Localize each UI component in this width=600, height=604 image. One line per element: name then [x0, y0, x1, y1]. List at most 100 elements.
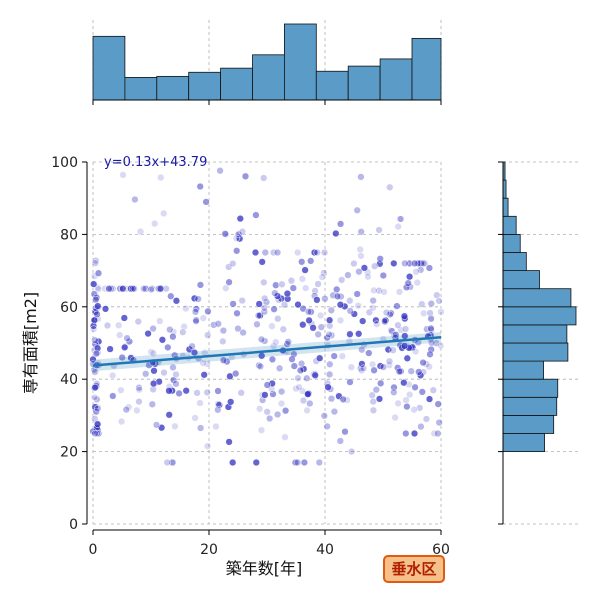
- scatter-point: [175, 389, 183, 398]
- scatter-point: [289, 284, 297, 292]
- scatter-point: [268, 355, 277, 364]
- scatter-point: [406, 390, 414, 399]
- scatter-point: [270, 305, 278, 313]
- scatter-point: [179, 328, 187, 336]
- scatter-point: [386, 183, 394, 191]
- scatter-point: [160, 368, 168, 377]
- scatter-point: [262, 298, 271, 306]
- scatter-point: [373, 320, 381, 328]
- scatter-point: [338, 276, 346, 284]
- scatter-point: [321, 295, 329, 303]
- scatter-point: [199, 314, 207, 322]
- scatter-point: [314, 330, 322, 339]
- scatter-point: [411, 383, 419, 391]
- scatter-point: [386, 310, 394, 319]
- scatter-point: [234, 230, 243, 239]
- y-histogram-bar: [502, 324, 568, 344]
- scatter-point: [400, 342, 409, 350]
- scatter-point: [269, 248, 278, 257]
- scatter-point: [115, 321, 123, 329]
- scatter-point: [401, 259, 409, 268]
- scatter-point: [302, 284, 310, 292]
- scatter-point: [202, 198, 210, 206]
- scatter-point: [214, 320, 222, 328]
- scatter-point: [171, 422, 179, 430]
- scatter-point: [370, 286, 378, 295]
- scatter-point: [295, 383, 303, 391]
- scatter-point: [359, 317, 367, 325]
- scatter-point: [336, 301, 345, 309]
- scatter-point: [135, 386, 143, 394]
- scatter-point: [387, 309, 395, 317]
- scatter-point: [139, 285, 148, 293]
- scatter-point: [130, 285, 138, 293]
- scatter-point: [91, 429, 99, 438]
- scatter-point: [360, 264, 369, 272]
- scatter-point: [347, 447, 356, 456]
- scatter-point: [332, 229, 340, 238]
- scatter-point: [233, 247, 241, 255]
- scatter-point: [261, 248, 269, 257]
- scatter-point: [381, 316, 390, 325]
- scatter-point: [346, 307, 354, 315]
- scatter-point: [339, 395, 347, 404]
- scatter-point: [157, 173, 165, 182]
- scatter-point: [257, 426, 266, 434]
- scatter-point: [326, 360, 334, 368]
- scatter-point: [172, 370, 180, 379]
- scatter-point: [101, 305, 110, 313]
- scatter-point: [316, 311, 325, 320]
- x-histogram-bar: [252, 54, 285, 101]
- scatter-point: [350, 310, 358, 318]
- scatter-point: [288, 355, 296, 363]
- scatter-point: [196, 182, 204, 191]
- x-histogram-bar: [379, 58, 413, 101]
- scatter-point: [117, 386, 125, 394]
- scatter-point: [304, 308, 313, 316]
- scatter-point: [314, 280, 322, 288]
- scatter-point: [369, 397, 377, 406]
- scatter-point: [370, 366, 378, 374]
- y-histogram-bar: [502, 396, 558, 416]
- scatter-point: [385, 357, 394, 365]
- x-histogram-bar: [92, 35, 126, 101]
- scatter-point: [419, 259, 428, 268]
- scatter-point: [323, 422, 331, 431]
- scatter-point: [359, 364, 368, 372]
- scatter-point: [301, 266, 309, 274]
- scatter-point: [91, 259, 99, 267]
- scatter-point: [117, 417, 126, 426]
- scatter-point: [389, 346, 397, 354]
- scatter-point: [116, 331, 124, 339]
- scatter-point: [435, 418, 443, 427]
- scatter-point: [283, 289, 292, 298]
- scatter-point: [252, 211, 260, 219]
- scatter-point: [260, 278, 268, 287]
- scatter-point: [214, 406, 222, 414]
- scatter-point: [325, 370, 334, 379]
- scatter-point: [403, 354, 411, 362]
- scatter-point: [336, 220, 345, 228]
- scatter-point: [404, 279, 412, 287]
- scatter-point: [291, 458, 300, 467]
- scatter-point: [403, 402, 411, 411]
- x-histogram-bar: [124, 77, 158, 101]
- scatter-point: [425, 264, 434, 272]
- scatter-point: [417, 422, 425, 431]
- scatter-point: [341, 428, 349, 436]
- scatter-point: [260, 304, 269, 312]
- x-histogram-bar: [156, 75, 190, 101]
- scatter-point: [400, 379, 408, 387]
- scatter-point: [91, 383, 99, 392]
- scatter-point: [435, 297, 443, 305]
- scatter-point: [241, 172, 250, 180]
- scatter-point: [287, 277, 296, 285]
- scatter-point: [355, 268, 363, 276]
- scatter-point: [280, 301, 289, 309]
- scatter-point: [281, 407, 290, 415]
- scatter-point: [219, 356, 228, 364]
- scatter-point: [426, 350, 434, 358]
- scatter-point: [239, 328, 247, 337]
- scatter-point: [263, 408, 271, 416]
